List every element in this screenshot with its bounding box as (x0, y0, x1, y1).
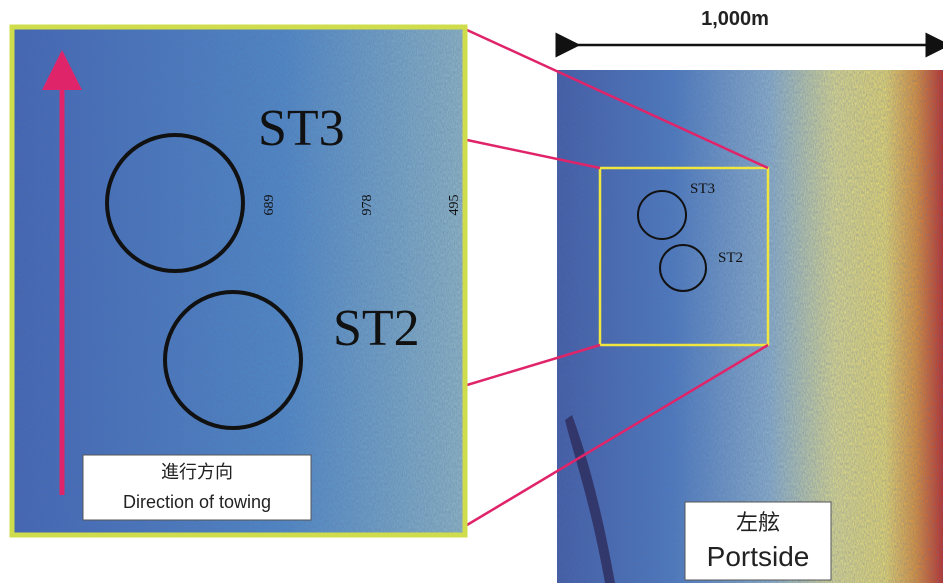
overview-image: ST3 ST2 左舷 Portside (557, 70, 943, 583)
site-label: ST3 (690, 181, 715, 197)
tick-number: 978 (360, 195, 375, 216)
side-label-en: Portside (707, 541, 810, 572)
site-label: ST2 (718, 250, 743, 266)
tick-number: 495 (447, 195, 462, 216)
side-label-ja: 左舷 (736, 510, 780, 535)
direction-label-ja: 進行方向 (161, 462, 233, 482)
scale-label: 1,000m (701, 8, 769, 30)
site-label: ST3 (258, 100, 345, 157)
tick-number: 689 (262, 195, 277, 216)
site-label: ST2 (333, 300, 420, 357)
figure: ST3 ST2 左舷 Portside 1,000m ST3 ST2 689 9… (0, 0, 943, 583)
zoom-image: ST3 ST2 689 978 495 進行方向 Direction of to… (12, 27, 465, 535)
direction-label-en: Direction of towing (123, 492, 271, 512)
